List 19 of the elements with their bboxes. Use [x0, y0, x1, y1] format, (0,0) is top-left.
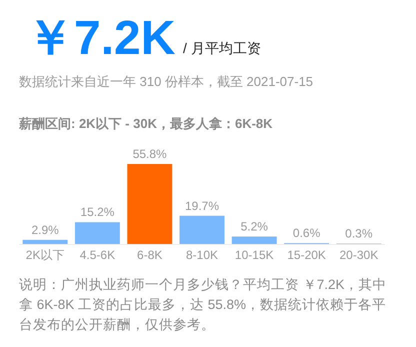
data-label: 55.8%	[132, 147, 168, 161]
text: 薪酬区间: 2K以下 - 30K，最多人拿：6K-8K	[18, 116, 274, 131]
data-label: 0.6%	[292, 226, 321, 240]
text: 数据统计来自近一年 310 份样本，截至 2021-07-15	[19, 74, 314, 89]
data-label: 2.9%	[31, 222, 60, 237]
x-tick-label: 10-15K	[234, 248, 274, 262]
subtitle: / 月平均工资	[183, 40, 261, 56]
data-label: 0.3%	[345, 226, 373, 241]
x-tick-label: 20-30K	[340, 248, 378, 262]
data-label: 5.2%	[240, 220, 268, 234]
x-tick-label: 8-10K	[186, 248, 218, 262]
x-tick-label: 6-8K	[137, 248, 162, 262]
title: ￥7.2K	[26, 12, 176, 65]
x-tick-label: 2K以下	[26, 248, 64, 262]
data-label: 19.7%	[184, 198, 220, 213]
data-label: 15.2%	[80, 205, 115, 220]
x-tick-label: 15-20K	[287, 248, 326, 262]
text: 说明：广州执业药师一个月多少钱？平均工资 ￥7.2K，其中拿 6K-8K 工资的占比最多，达 55.8%，数据统计依赖于各平台发布的公开薪酬，仅供参考。	[19, 276, 388, 334]
x-tick-label: 4.5-6K	[80, 248, 116, 262]
